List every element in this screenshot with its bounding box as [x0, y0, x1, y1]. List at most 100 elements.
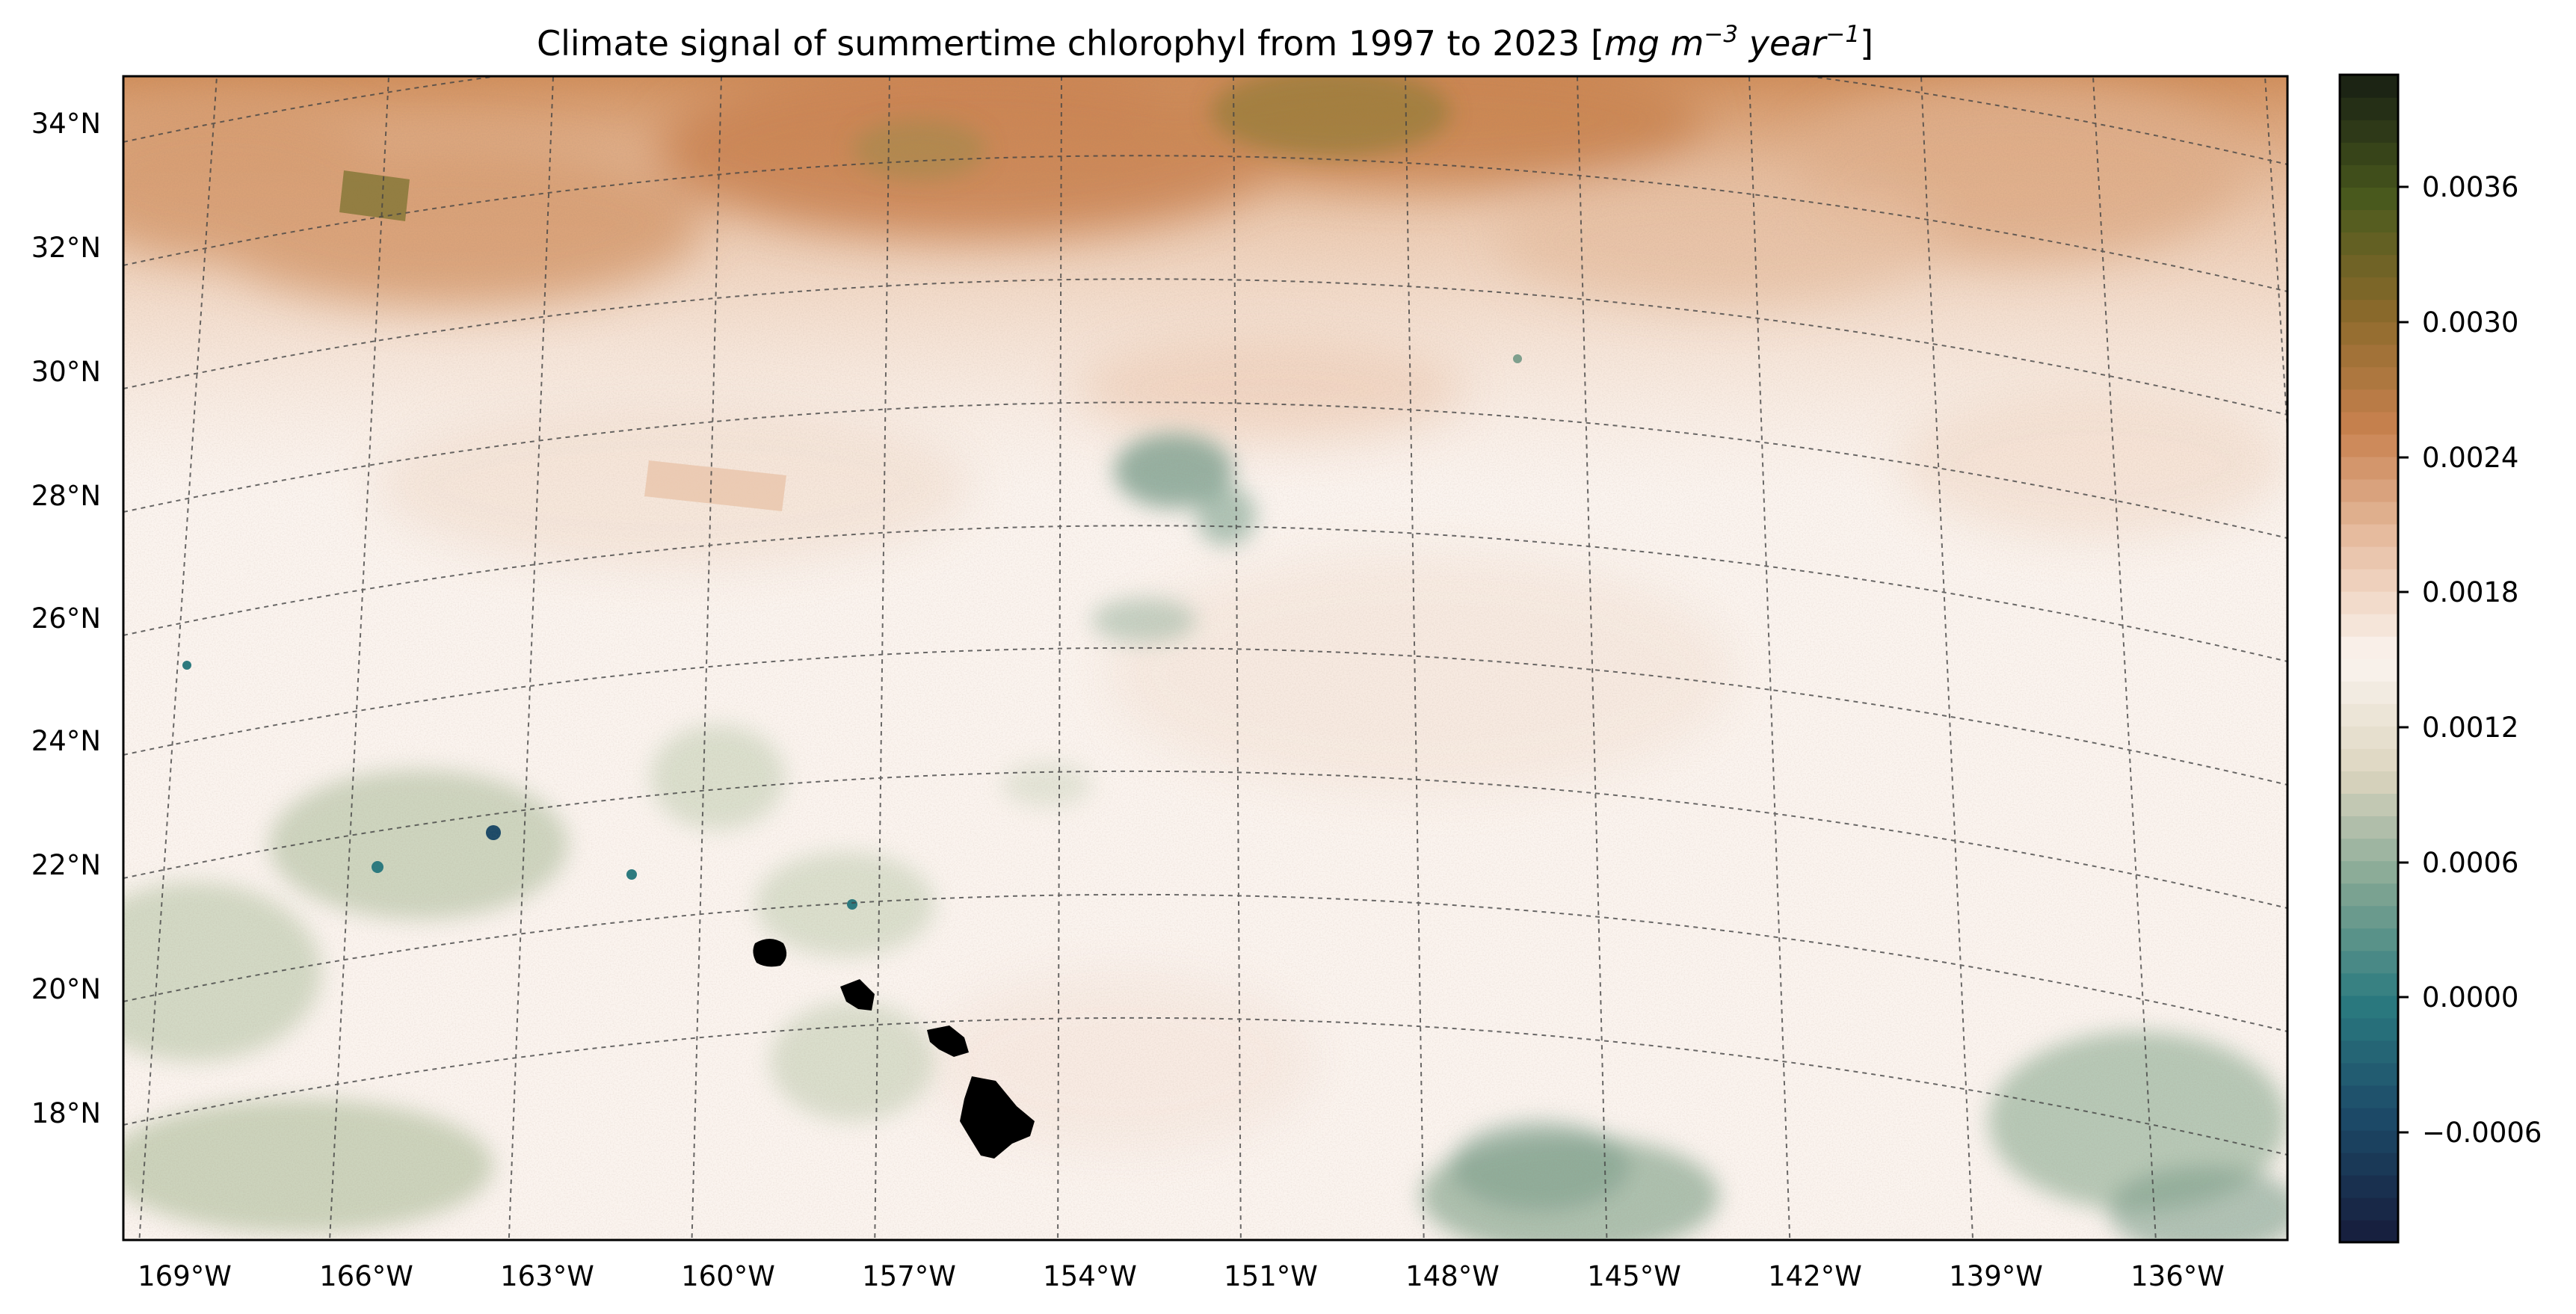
colorbar-band [2340, 972, 2398, 996]
lat-label: 34°N [31, 108, 101, 140]
lat-label: 18°N [31, 1097, 101, 1129]
colorbar-band [2340, 344, 2398, 368]
lat-label: 30°N [31, 356, 101, 388]
colorbar-band [2340, 97, 2398, 120]
colorbar-band [2340, 232, 2398, 256]
colorbar-band [2340, 120, 2398, 143]
colorbar-band [2340, 277, 2398, 300]
latitude-labels: 34°N 32°N 30°N 28°N 26°N 24°N 22°N 20°N … [31, 108, 101, 1129]
colorbar-band [2340, 321, 2398, 345]
lat-label: 28°N [31, 480, 101, 512]
colorbar-frame [2338, 73, 2400, 1244]
colorbar-band [2340, 1152, 2398, 1176]
colorbar-tick-label: 0.0024 [2422, 442, 2518, 474]
colorbar-band [2340, 748, 2398, 771]
lon-label: 160°W [681, 1260, 775, 1292]
lon-label: 154°W [1043, 1260, 1137, 1292]
noise-texture [123, 76, 2287, 1240]
island-hawaii [960, 1076, 1035, 1159]
colorbar-band [2340, 883, 2398, 907]
colorbar-tick-label: 0.0018 [2422, 576, 2518, 608]
colorbar-tick-label: 0.0006 [2422, 847, 2518, 879]
colorbar-band [2340, 1174, 2398, 1198]
colorbar-band [2340, 838, 2398, 862]
colorbar-band [2340, 995, 2398, 1019]
colorbar-band [2340, 501, 2398, 525]
colorbar-band [2340, 254, 2398, 278]
lon-label: 157°W [862, 1260, 956, 1292]
lon-label: 142°W [1768, 1260, 1862, 1292]
island-molokai-maui [927, 1025, 969, 1057]
artifact-patch-dark [339, 170, 410, 221]
colorbar-tick-label: −0.0006 [2422, 1117, 2542, 1149]
lat-label: 22°N [31, 849, 101, 881]
colorbar-band [2340, 950, 2398, 974]
colorbar-band [2340, 726, 2398, 749]
colorbar-band [2340, 411, 2398, 435]
colorbar-band [2340, 1197, 2398, 1221]
island-kauai [753, 939, 787, 967]
colorbar-band [2340, 568, 2398, 592]
lon-label: 163°W [500, 1260, 594, 1292]
lon-label: 139°W [1949, 1260, 2043, 1292]
lat-label: 20°N [31, 973, 101, 1005]
colorbar-band [2340, 456, 2398, 480]
colorbar-band [2340, 1129, 2398, 1153]
colorbar-band [2340, 793, 2398, 817]
longitude-labels: 169°W 166°W 163°W 160°W 157°W 154°W 151°… [138, 1260, 2225, 1292]
colorbar-band [2340, 928, 2398, 951]
colorbar: 0.0036 0.0030 0.0024 0.0018 0.0012 0.000… [2338, 73, 2542, 1244]
colorbar-band [2340, 434, 2398, 457]
colorbar-band [2340, 815, 2398, 839]
lat-label: 32°N [31, 232, 101, 264]
colorbar-band [2340, 703, 2398, 727]
colorbar-band [2340, 478, 2398, 502]
colorbar-band [2340, 635, 2398, 659]
colorbar-band [2340, 1017, 2398, 1041]
lat-label: 24°N [31, 725, 101, 757]
colorbar-band [2340, 613, 2398, 637]
colorbar-band [2340, 389, 2398, 413]
lat-label: 26°N [31, 602, 101, 635]
figure-title: Climate signal of summertime chlorophyl … [537, 21, 1873, 64]
colorbar-band [2340, 1107, 2398, 1131]
colorbar-band [2340, 1085, 2398, 1108]
hawaiian-islands [753, 939, 1035, 1159]
colorbar-bands [2340, 75, 2398, 1243]
colorbar-band [2340, 860, 2398, 884]
lon-label: 148°W [1405, 1260, 1500, 1292]
colorbar-band [2340, 681, 2398, 704]
colorbar-band [2340, 1219, 2398, 1243]
colorbar-band [2340, 187, 2398, 211]
lon-label: 136°W [2130, 1260, 2225, 1292]
colorbar-band [2340, 75, 2398, 98]
colorbar-tick-labels: 0.0036 0.0030 0.0024 0.0018 0.0012 0.000… [2422, 171, 2542, 1149]
artifact-patch-light [644, 460, 786, 511]
map-frame [122, 75, 2289, 1241]
island-oahu [840, 979, 875, 1011]
colorbar-band [2340, 299, 2398, 323]
colorbar-band [2340, 771, 2398, 795]
colorbar-band [2340, 1062, 2398, 1086]
colorbar-band [2340, 209, 2398, 233]
colorbar-tick-label: 0.0000 [2422, 981, 2518, 1014]
colorbar-tick-label: 0.0012 [2422, 712, 2518, 744]
colorbar-ticks [2398, 185, 2409, 1134]
lon-label: 145°W [1587, 1260, 1681, 1292]
colorbar-band [2340, 590, 2398, 614]
lon-label: 166°W [319, 1260, 413, 1292]
colorbar-band [2340, 142, 2398, 165]
colorbar-band [2340, 164, 2398, 188]
colorbar-tick-label: 0.0036 [2422, 171, 2518, 203]
colorbar-band [2340, 1040, 2398, 1064]
map-panel [123, 76, 2287, 1240]
colorbar-tick-label: 0.0030 [2422, 306, 2518, 339]
lon-label: 169°W [138, 1260, 232, 1292]
colorbar-band [2340, 658, 2398, 682]
colorbar-band [2340, 366, 2398, 390]
colorbar-band [2340, 546, 2398, 570]
colorbar-band [2340, 905, 2398, 929]
colorbar-band [2340, 523, 2398, 547]
lon-label: 151°W [1224, 1260, 1318, 1292]
